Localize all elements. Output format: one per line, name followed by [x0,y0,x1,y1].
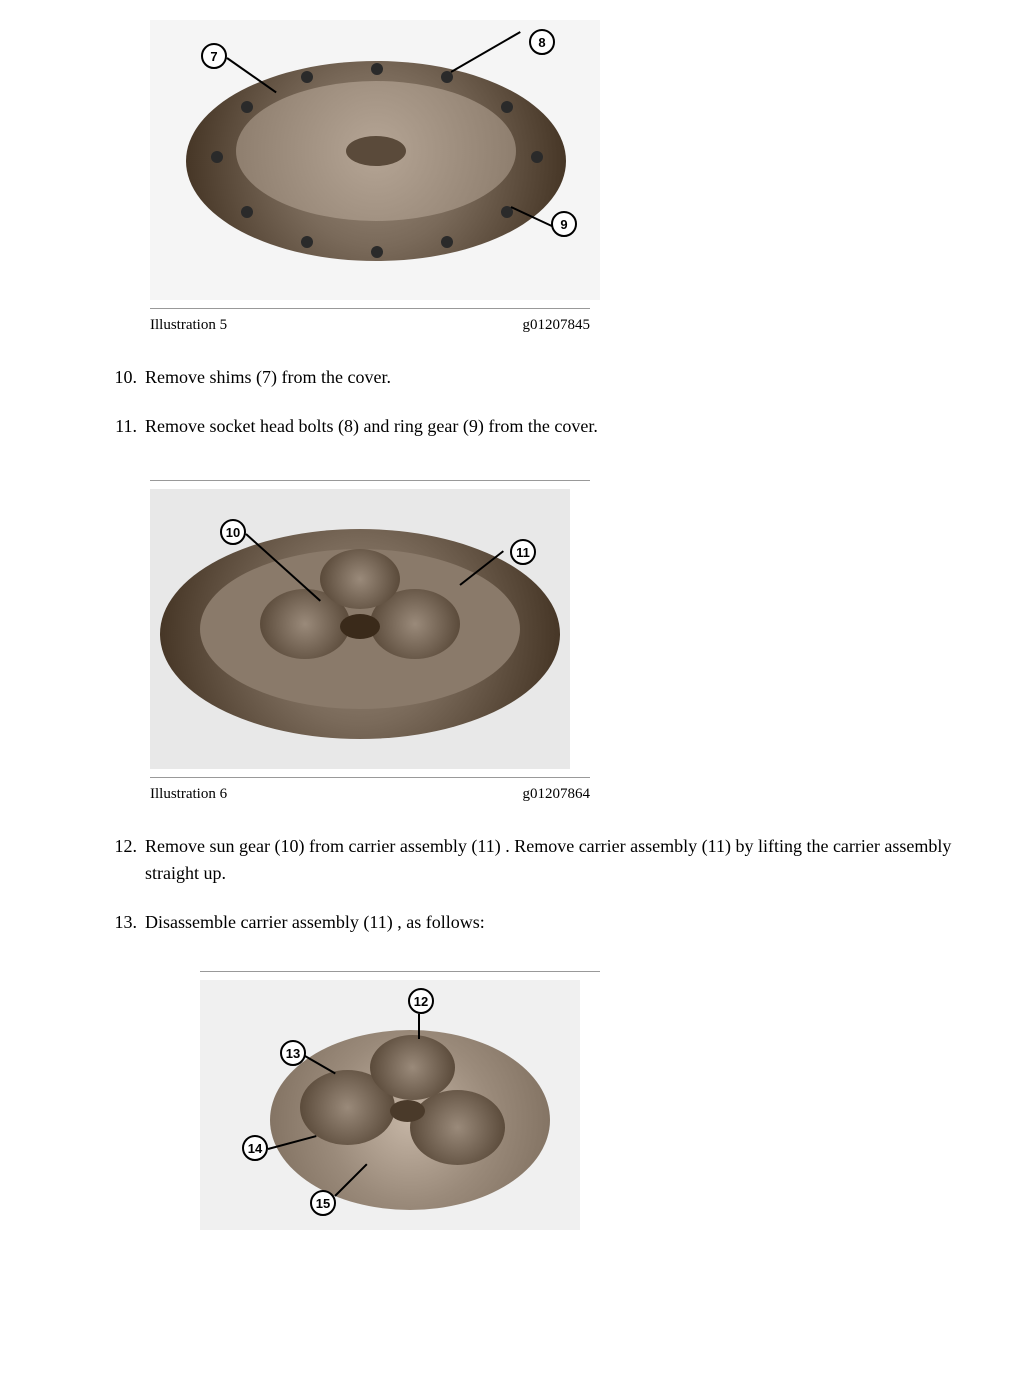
callout-7: 7 [201,43,227,69]
illustration-id: g01207845 [523,317,591,334]
figure-5-caption: Illustration 5 g01207845 [150,317,590,334]
illustration-label: Illustration 5 [150,317,227,334]
step-11: 11. Remove socket head bolts (8) and rin… [100,413,954,440]
callout-11: 11 [510,539,536,565]
figure-7-image: 12 13 14 15 [200,980,580,1230]
illustration-id: g01207864 [523,786,591,803]
figure-6-container: 10 11 Illustration 6 g01207864 [150,480,954,803]
callout-9: 9 [551,211,577,237]
figure-6-image: 10 11 [150,489,570,769]
callout-8: 8 [529,29,555,55]
step-10: 10. Remove shims (7) from the cover. [100,364,954,391]
figure-divider [150,308,590,309]
figure-divider-top [150,480,590,481]
step-number: 10. [100,364,145,391]
figure-5-image: 7 8 9 [150,20,600,300]
step-number: 13. [100,909,145,936]
callout-14: 14 [242,1135,268,1161]
step-12: 12. Remove sun gear (10) from carrier as… [100,833,954,887]
step-text: Remove sun gear (10) from carrier assemb… [145,833,954,887]
figure-6-caption: Illustration 6 g01207864 [150,786,590,803]
callout-10: 10 [220,519,246,545]
figure-7-container: 12 13 14 15 [200,971,954,1230]
step-number: 11. [100,413,145,440]
figure-divider-top [200,971,600,972]
callout-13: 13 [280,1040,306,1066]
step-text: Remove socket head bolts (8) and ring ge… [145,413,954,440]
illustration-label: Illustration 6 [150,786,227,803]
figure-5-container: 7 8 9 Illustration 5 g01207845 [150,20,954,334]
figure-divider [150,777,590,778]
step-number: 12. [100,833,145,887]
step-text: Remove shims (7) from the cover. [145,364,954,391]
callout-15: 15 [310,1190,336,1216]
step-13: 13. Disassemble carrier assembly (11) , … [100,909,954,936]
step-text: Disassemble carrier assembly (11) , as f… [145,909,954,936]
callout-12: 12 [408,988,434,1014]
